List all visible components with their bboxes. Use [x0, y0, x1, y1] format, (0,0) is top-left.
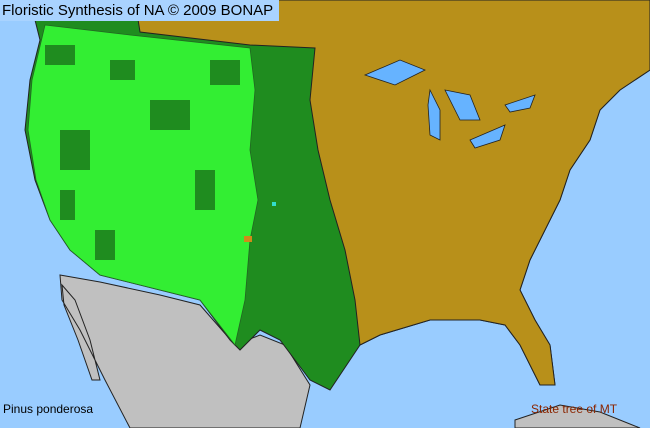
cuba [514, 404, 641, 428]
great-lakes [363, 59, 536, 149]
absent-region [134, 0, 650, 386]
mexico-region [59, 274, 311, 428]
state-tree-note: State tree of MT [531, 402, 618, 416]
bright-green-west [27, 24, 259, 346]
orange-county [244, 236, 252, 242]
map-title: Floristic Synthesis of NA © 2009 BONAP [0, 0, 280, 21]
species-name: Pinus ponderosa [3, 402, 94, 416]
cyan-county [272, 202, 276, 206]
dark-green-patches [45, 45, 240, 260]
